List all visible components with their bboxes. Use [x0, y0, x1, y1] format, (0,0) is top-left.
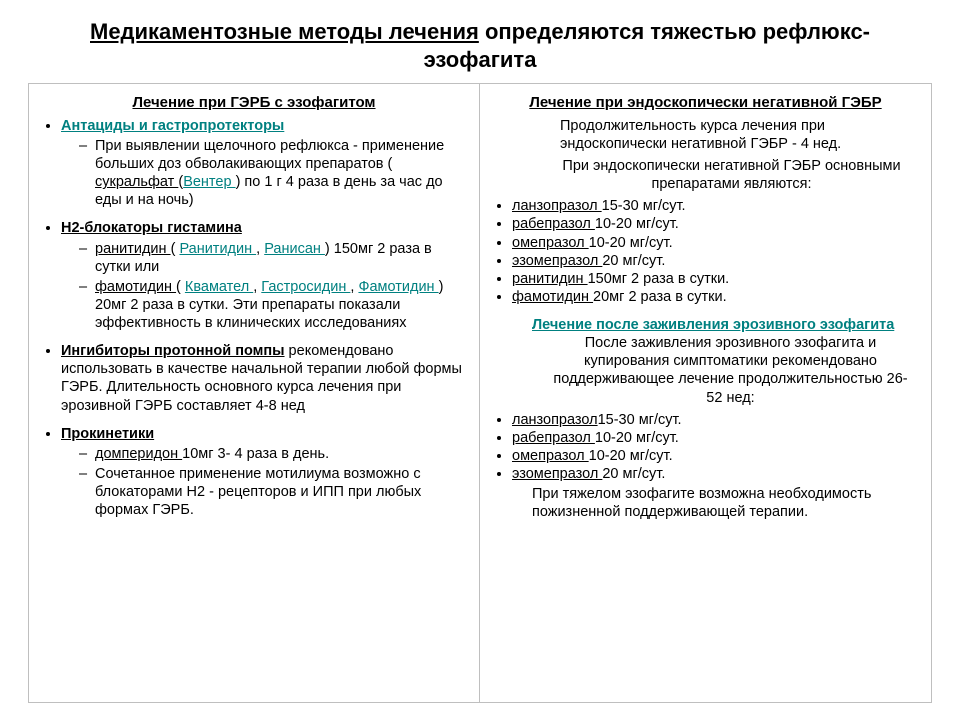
drug-rabeprazole2: рабепразол — [512, 430, 595, 446]
txt: 10-20 мг/сут. — [589, 448, 673, 464]
left-item-prokinetics: Прокинетики домперидон 10мг 3- 4 раза в … — [61, 425, 469, 520]
right-column: Лечение при эндоскопически негативной ГЭ… — [480, 84, 931, 702]
columns: Лечение при ГЭРБ с эзофагитом Антациды и… — [28, 83, 932, 703]
slide: Медикаментозные методы лечения определяю… — [0, 0, 960, 720]
link-gastrosidin[interactable]: Гастросидин — [261, 279, 350, 295]
drug-row: рабепразол 10-20 мг/сут. — [512, 429, 921, 447]
prokinetics-sub2: Сочетанное применение мотилиума возможно… — [79, 465, 469, 519]
prokinetics-sublist: домперидон 10мг 3- 4 раза в день. Сочета… — [61, 445, 469, 520]
txt: 10-20 мг/сут. — [595, 430, 679, 446]
right-p2: При эндоскопически негативной ГЭБР основ… — [490, 157, 921, 193]
drug-omeprazole2: омепразол — [512, 448, 589, 464]
link-ranitidine[interactable]: Ранитидин — [179, 241, 256, 257]
link-kvamatel[interactable]: Квамател — [185, 279, 253, 295]
drug-lansoprazole2: ланзопразол — [512, 412, 598, 428]
txt: 15-30 мг/сут. — [602, 198, 686, 214]
left-item-ppi: Ингибиторы протонной помпы рекомендовано… — [61, 342, 469, 415]
drug-omeprazole: омепразол — [512, 235, 589, 251]
drug-row: ланзопразол 15-30 мг/сут. — [512, 197, 921, 215]
txt: 20 мг/сут. — [602, 253, 665, 269]
title-rest: определяются тяжестью рефлюкс-эзофагита — [424, 19, 870, 72]
drug-esomeprazole2: эзомепразол — [512, 466, 602, 482]
drug-ranitidine: ранитидин — [95, 241, 171, 257]
drug-row: ланзопразол15-30 мг/сут. — [512, 411, 921, 429]
drug-row: омепразол 10-20 мг/сут. — [512, 447, 921, 465]
link-ranisan[interactable]: Ранисан — [264, 241, 325, 257]
drug-famotidine: фамотидин — [95, 279, 176, 295]
h2-sub2: фамотидин ( Квамател , Гастросидин , Фам… — [79, 278, 469, 332]
txt: 10-20 мг/сут. — [589, 235, 673, 251]
left-column: Лечение при ГЭРБ с эзофагитом Антациды и… — [29, 84, 480, 702]
drug-rabeprazole: рабепразол — [512, 216, 595, 232]
drug-row: омепразол 10-20 мг/сут. — [512, 234, 921, 252]
drug-row: эзомепразол 20 мг/сут. — [512, 465, 921, 483]
drug-row: фамотидин 20мг 2 раза в сутки. — [512, 288, 921, 306]
txt: 20мг 2 раза в сутки. — [593, 289, 727, 305]
txt: 10мг 3- 4 раза в день. — [182, 446, 329, 462]
prokinetics-sub1: домперидон 10мг 3- 4 раза в день. — [79, 445, 469, 463]
antacids-sublist: При выявлении щелочного рефлюкса - приме… — [61, 137, 469, 210]
left-list: Антациды и гастропротекторы При выявлени… — [39, 117, 469, 520]
h2-sub1: ранитидин ( Ранитидин , Ранисан ) 150мг … — [79, 240, 469, 276]
txt: 150мг 2 раза в сутки. — [588, 271, 730, 287]
drug-lansoprazole: ланзопразол — [512, 198, 602, 214]
h2-head: Н2-блокаторы гистамина — [61, 220, 242, 236]
h2-sublist: ранитидин ( Ранитидин , Ранисан ) 150мг … — [61, 240, 469, 333]
right-heading2: Лечение после заживления эрозивного эзоф… — [490, 316, 921, 334]
prokinetics-head: Прокинетики — [61, 426, 154, 442]
right-heading: Лечение при эндоскопически негативной ГЭ… — [490, 94, 921, 113]
left-heading: Лечение при ГЭРБ с эзофагитом — [39, 94, 469, 113]
drug-domperidone: домперидон — [95, 446, 182, 462]
drug-row: рабепразол 10-20 мг/сут. — [512, 215, 921, 233]
txt: 10-20 мг/сут. — [595, 216, 679, 232]
right-p4: При тяжелом эзофагите возможна необходим… — [490, 485, 921, 521]
txt: При выявлении щелочного рефлюкса - приме… — [95, 138, 444, 172]
slide-title: Медикаментозные методы лечения определяю… — [68, 18, 892, 73]
txt: ( — [176, 279, 185, 295]
right-p3: После заживления эрозивного эзофагита и … — [490, 334, 921, 407]
right-drugs2: ланзопразол15-30 мг/сут. рабепразол 10-2… — [490, 411, 921, 484]
drug-ranitidine2: ранитидин — [512, 271, 588, 287]
drug-famotidine2: фамотидин — [512, 289, 593, 305]
right-drugs1: ланзопразол 15-30 мг/сут. рабепразол 10-… — [490, 197, 921, 306]
antacids-head: Антациды и гастропротекторы — [61, 118, 284, 134]
drug-sucralfate: сукральфат — [95, 174, 178, 190]
right-p1: Продолжительность курса лечения при эндо… — [490, 117, 921, 153]
ppi-head: Ингибиторы протонной помпы — [61, 343, 285, 359]
link-famotidine[interactable]: Фамотидин — [358, 279, 438, 295]
title-underlined: Медикаментозные методы лечения — [90, 19, 479, 44]
drug-row: ранитидин 150мг 2 раза в сутки. — [512, 270, 921, 288]
txt: 15-30 мг/сут. — [598, 412, 682, 428]
txt: , — [256, 241, 264, 257]
link-venter[interactable]: Вентер — [183, 174, 235, 190]
txt: 20 мг/сут. — [602, 466, 665, 482]
drug-esomeprazole: эзомепразол — [512, 253, 602, 269]
spacer — [490, 306, 921, 316]
antacids-sub1: При выявлении щелочного рефлюкса - приме… — [79, 137, 469, 210]
drug-row: эзомепразол 20 мг/сут. — [512, 252, 921, 270]
left-item-antacids: Антациды и гастропротекторы При выявлени… — [61, 117, 469, 210]
left-item-h2: Н2-блокаторы гистамина ранитидин ( Ранит… — [61, 219, 469, 332]
